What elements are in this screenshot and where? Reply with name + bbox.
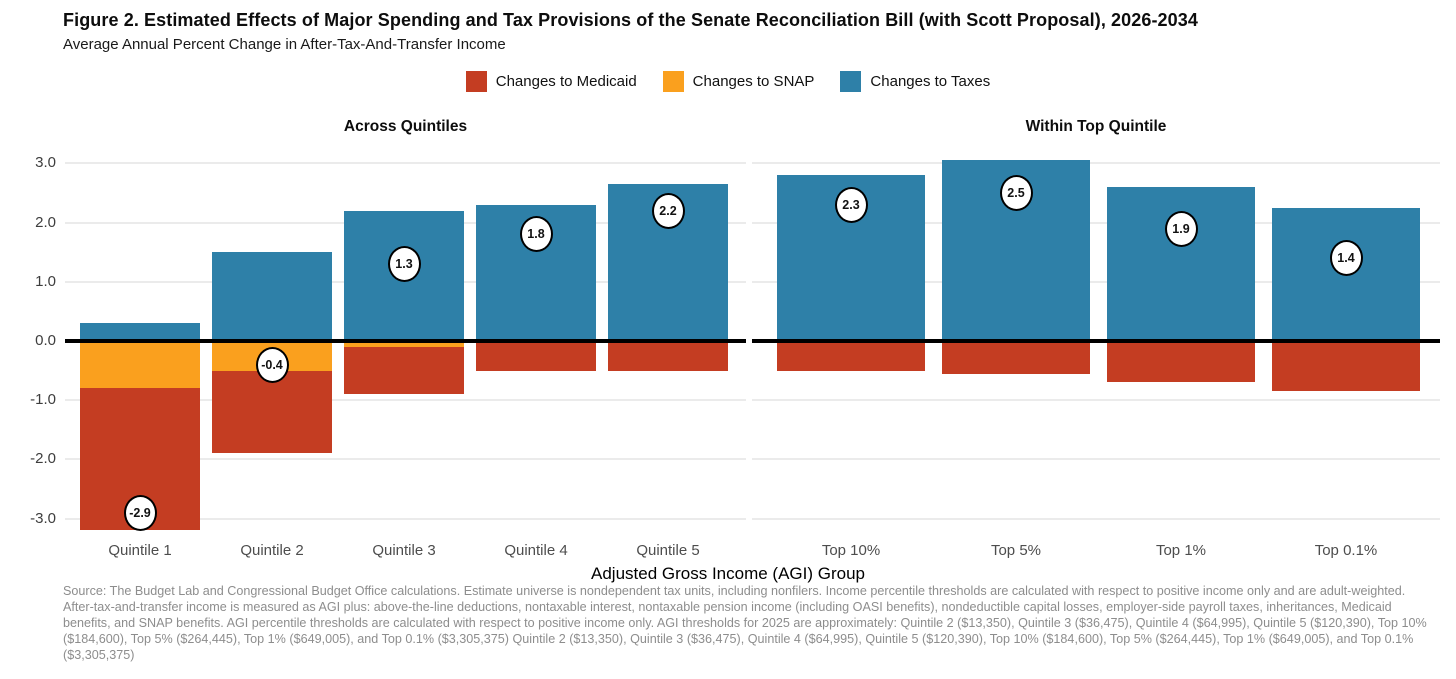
category-label: Quintile 1 xyxy=(108,542,172,559)
net-value-badge: 1.9 xyxy=(1164,210,1198,247)
y-tick-label: 0.0 xyxy=(35,332,56,349)
net-value-badge: 1.4 xyxy=(1329,240,1363,277)
category-label: Top 10% xyxy=(821,542,881,559)
panel-title: Within Top Quintile xyxy=(1025,118,1167,135)
bar-segment-changes-to-medicaid xyxy=(212,370,332,454)
grid-line xyxy=(65,162,746,165)
y-tick-label: 1.0 xyxy=(35,272,56,290)
y-tick-label: -2.0 xyxy=(30,450,56,468)
snap-swatch-icon xyxy=(662,70,684,92)
zero-baseline xyxy=(65,339,746,343)
category-label: Quintile 3 xyxy=(372,542,436,559)
legend-label: Changes to Medicaid xyxy=(495,72,637,90)
category-label: Quintile 4 xyxy=(504,542,568,559)
category-label: Quintile 5 xyxy=(636,542,700,559)
category-label: Top 1% xyxy=(1155,542,1207,559)
legend-label: Changes to Taxes xyxy=(870,72,991,90)
grid-line xyxy=(65,517,746,520)
grid-line xyxy=(752,162,1440,165)
bar-segment-changes-to-medicaid xyxy=(476,341,596,371)
y-tick-label: -3.0 xyxy=(30,509,56,527)
bar-segment-changes-to-snap xyxy=(344,341,464,347)
grid-line xyxy=(752,517,1440,520)
figure-title: Figure 2. Estimated Effects of Major Spe… xyxy=(63,10,1198,30)
legend-label: Changes to SNAP xyxy=(692,72,815,90)
y-tick-label: 2.0 xyxy=(35,213,56,231)
category-label: Quintile 2 xyxy=(240,542,304,559)
taxes-swatch-icon xyxy=(840,70,862,92)
net-value-badge: -2.9 xyxy=(123,494,157,531)
bar-segment-changes-to-taxes xyxy=(212,252,332,341)
bar-segment-changes-to-medicaid xyxy=(777,341,925,371)
net-value-badge: 2.2 xyxy=(651,192,685,229)
grid-line xyxy=(752,280,1440,283)
bar-segment-changes-to-medicaid xyxy=(1107,341,1255,383)
bar-segment-changes-to-taxes xyxy=(80,323,200,341)
x-axis-title: Adjusted Gross Income (AGI) Group xyxy=(591,564,865,583)
bar-segment-changes-to-medicaid xyxy=(942,341,1090,374)
net-value-badge: 1.8 xyxy=(519,216,553,253)
panel-title: Across Quintiles xyxy=(343,118,468,135)
figure-subtitle: Average Annual Percent Change in After-T… xyxy=(63,36,506,53)
medicaid-swatch-icon xyxy=(465,70,487,92)
category-label: Top 0.1% xyxy=(1314,542,1378,559)
category-label: Top 5% xyxy=(990,542,1042,559)
grid-line xyxy=(752,399,1440,402)
net-value-badge: 2.5 xyxy=(999,175,1033,211)
bar-segment-changes-to-medicaid xyxy=(344,346,464,395)
zero-baseline xyxy=(752,339,1440,343)
bar-segment-changes-to-snap xyxy=(80,341,200,389)
chart-legend: Changes to Medicaid Changes to SNAP Chan… xyxy=(0,68,1456,94)
y-tick-label: 3.0 xyxy=(35,154,56,172)
net-value-badge: 1.3 xyxy=(387,246,421,283)
bar-segment-changes-to-medicaid xyxy=(608,341,728,371)
net-value-badge: 2.3 xyxy=(834,186,868,223)
y-tick-label: -1.0 xyxy=(30,391,56,409)
net-value-badge: -0.4 xyxy=(255,346,289,383)
legend-item-taxes: Changes to Taxes xyxy=(840,70,991,92)
source-note: Source: The Budget Lab and Congressional… xyxy=(63,584,1427,662)
legend-item-snap: Changes to SNAP xyxy=(662,70,815,92)
bar-segment-changes-to-medicaid xyxy=(1272,341,1420,392)
grid-line xyxy=(752,458,1440,461)
grid-line xyxy=(752,221,1440,224)
grid-line xyxy=(65,399,746,402)
legend-item-medicaid: Changes to Medicaid xyxy=(465,70,637,92)
grid-line xyxy=(65,458,746,461)
